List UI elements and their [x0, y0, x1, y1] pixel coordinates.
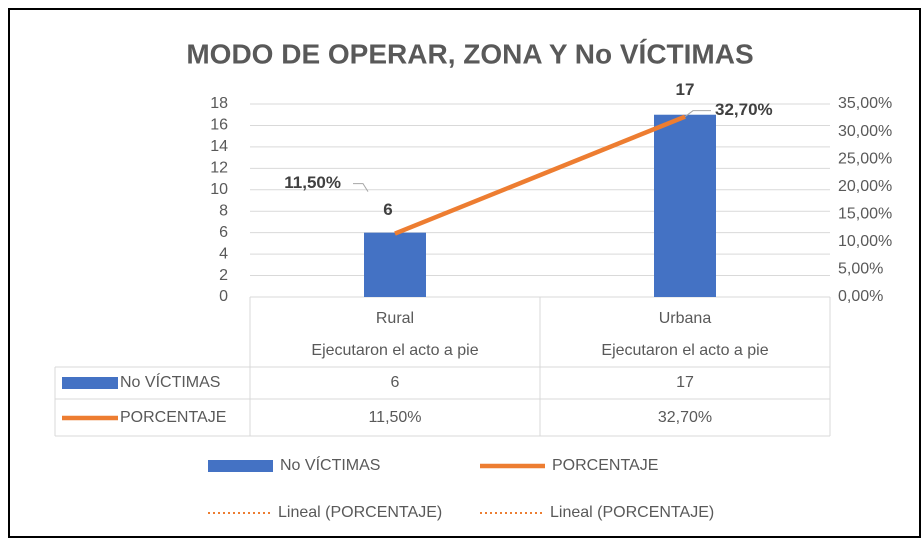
y-tick-label: 10	[210, 181, 228, 198]
legend-label: Lineal (PORCENTAJE)	[278, 504, 442, 521]
legend-label: Lineal (PORCENTAJE)	[550, 504, 714, 521]
y-tick-label: 6	[219, 224, 228, 241]
y-tick-label: 14	[210, 138, 228, 155]
table-cell: 11,50%	[368, 409, 421, 426]
line	[394, 114, 686, 236]
bar	[654, 114, 716, 297]
data-label: 17	[676, 80, 695, 99]
chart-border	[8, 8, 921, 538]
data-label: 6	[383, 200, 392, 219]
y2-tick-label: 15,00%	[838, 206, 892, 223]
y2-tick-label: 35,00%	[838, 95, 892, 112]
y-tick-label: 12	[210, 160, 228, 177]
y2-tick-label: 20,00%	[838, 178, 892, 195]
bar	[364, 232, 426, 297]
leader-line	[684, 110, 711, 118]
legend-key	[208, 460, 273, 472]
chart-title: MODO DE OPERAR, ZONA Y No VÍCTIMAS	[186, 38, 753, 69]
legend-label: No VÍCTIMAS	[280, 455, 380, 474]
y-tick-label: 2	[219, 267, 228, 284]
data-label: 11,50%	[284, 173, 341, 192]
x-group-label: Ejecutaron el acto a pie	[311, 342, 478, 359]
y2-tick-label: 25,00%	[838, 150, 892, 167]
y-tick-label: 16	[210, 117, 228, 134]
y-tick-label: 4	[219, 245, 228, 262]
table-cell: 32,70%	[658, 409, 712, 426]
leader-line	[353, 183, 369, 192]
table-cell: 17	[676, 374, 694, 391]
table-series-name: No VÍCTIMAS	[120, 372, 220, 391]
table-series-name: PORCENTAJE	[120, 409, 226, 426]
y2-tick-label: 30,00%	[838, 123, 892, 140]
table-cell: 6	[391, 374, 400, 391]
legend-label: PORCENTAJE	[552, 457, 658, 474]
y-tick-label: 8	[219, 202, 228, 219]
y-tick-label: 18	[210, 95, 228, 112]
x-tick-label: Rural	[376, 310, 414, 327]
data-label: 32,70%	[715, 100, 773, 119]
y2-tick-label: 5,00%	[838, 261, 883, 278]
y2-tick-label: 0,00%	[838, 288, 883, 305]
legend-key	[62, 377, 118, 389]
y2-tick-label: 10,00%	[838, 233, 892, 250]
x-group-label: Ejecutaron el acto a pie	[601, 342, 768, 359]
y-tick-label: 0	[219, 288, 228, 305]
x-tick-label: Urbana	[659, 310, 712, 327]
